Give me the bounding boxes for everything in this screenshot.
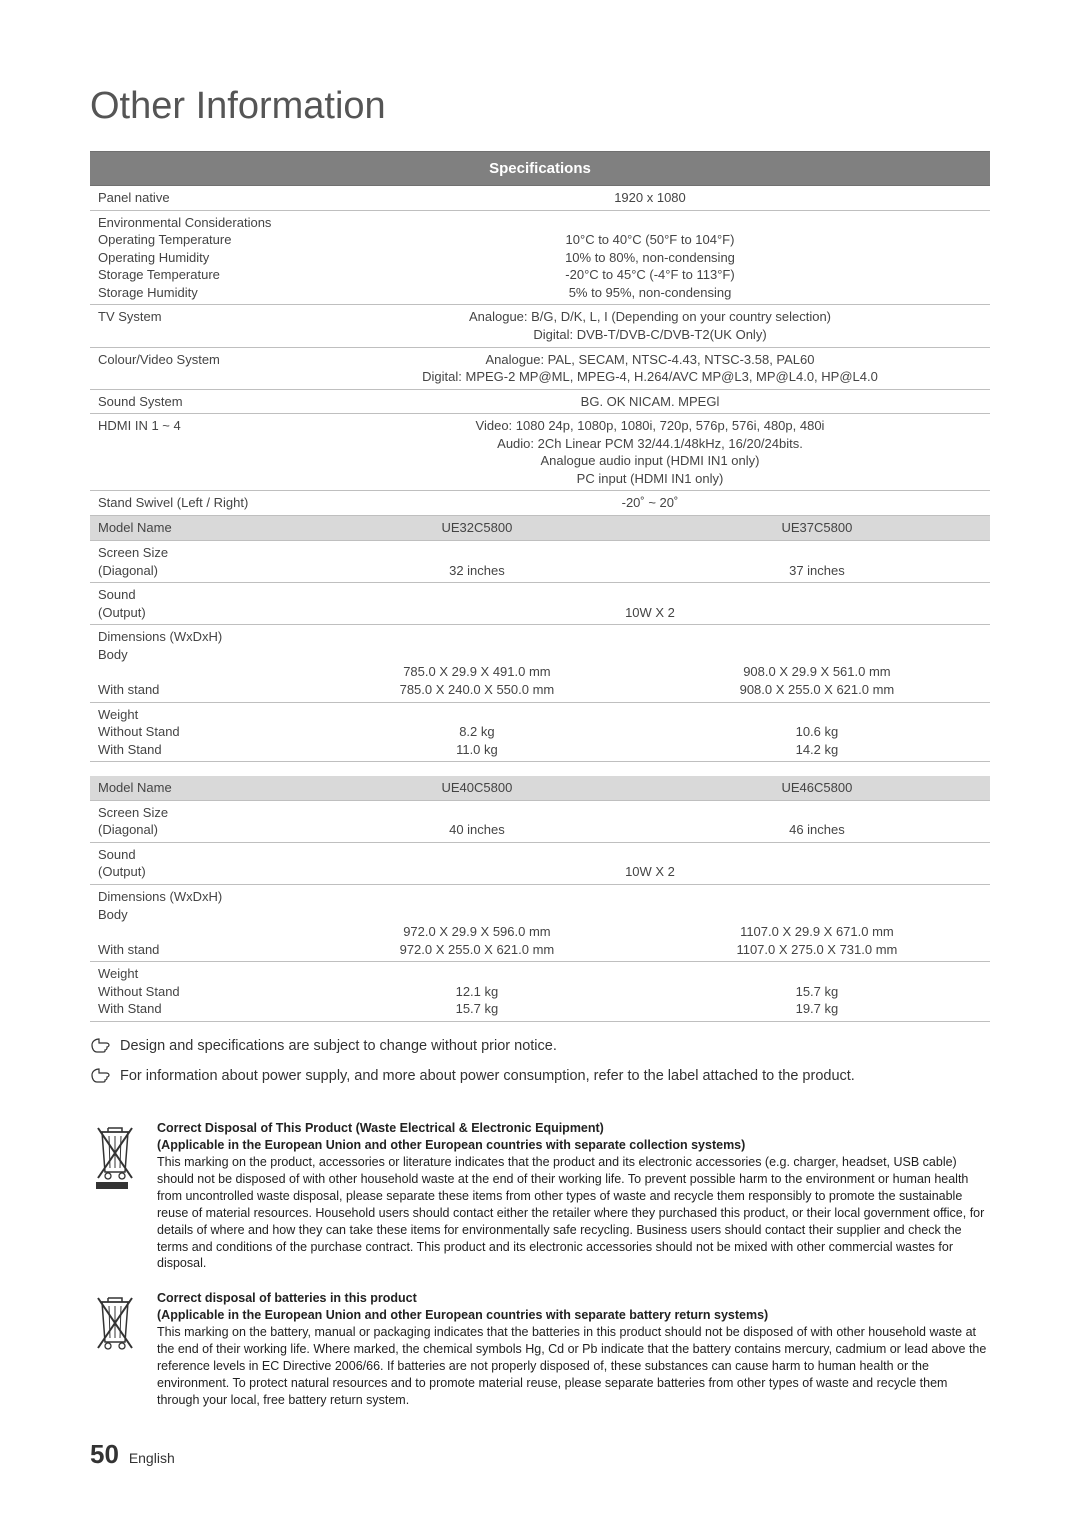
spec-label: TV System [90, 305, 310, 347]
spec-value: Video: 1080 24p, 1080p, 1080i, 720p, 576… [310, 414, 990, 491]
spec-label: Screen Size(Diagonal) [90, 541, 310, 583]
spec-value: 10°C to 40°C (50°F to 104°F)10% to 80%, … [310, 210, 990, 305]
note-text: Design and specifications are subject to… [120, 1036, 557, 1056]
spec-value-a: 12.1 kg15.7 kg [310, 962, 644, 1022]
spec-value: 10W X 2 [310, 842, 990, 884]
spec-value: BG. OK NICAM. MPEGl [310, 389, 990, 414]
disposal-subtitle: (Applicable in the European Union and ot… [157, 1137, 990, 1154]
disposal-title: Correct disposal of batteries in this pr… [157, 1290, 990, 1307]
spec-label: Environmental ConsiderationsOperating Te… [90, 210, 310, 305]
note-icon [90, 1036, 112, 1054]
model-name-label: Model Name [90, 515, 310, 540]
spec-label: WeightWithout StandWith Stand [90, 702, 310, 762]
spec-label: Dimensions (WxDxH)Body With stand [90, 885, 310, 962]
spec-label: Screen Size(Diagonal) [90, 800, 310, 842]
spec-label: WeightWithout StandWith Stand [90, 962, 310, 1022]
spec-value-b: 10.6 kg14.2 kg [644, 702, 990, 762]
model-name-label: Model Name [90, 776, 310, 801]
note-text: For information about power supply, and … [120, 1066, 855, 1086]
spec-value-b: 908.0 X 29.9 X 561.0 mm908.0 X 255.0 X 6… [644, 625, 990, 702]
spec-value-b: 1107.0 X 29.9 X 671.0 mm1107.0 X 275.0 X… [644, 885, 990, 962]
page-language: English [129, 1450, 175, 1466]
disposal-body: This marking on the product, accessories… [157, 1154, 990, 1272]
model-name-b: UE46C5800 [644, 776, 990, 801]
spec-value-a: 785.0 X 29.9 X 491.0 mm785.0 X 240.0 X 5… [310, 625, 644, 702]
page-number: 50 [90, 1439, 119, 1469]
spec-label: Sound(Output) [90, 842, 310, 884]
model-name-a: UE32C5800 [310, 515, 644, 540]
disposal-body: This marking on the battery, manual or p… [157, 1324, 990, 1408]
spec-label: Dimensions (WxDxH)Body With stand [90, 625, 310, 702]
spec-value: 10W X 2 [310, 583, 990, 625]
spec-value-a: 972.0 X 29.9 X 596.0 mm972.0 X 255.0 X 6… [310, 885, 644, 962]
page-footer: 50 English [90, 1436, 990, 1472]
model-name-b: UE37C5800 [644, 515, 990, 540]
wheelie-bin-icon [90, 1124, 140, 1194]
page-heading: Other Information [90, 80, 990, 133]
spec-value-b: 37 inches [644, 541, 990, 583]
spec-label: Sound(Output) [90, 583, 310, 625]
disposal-title: Correct Disposal of This Product (Waste … [157, 1120, 990, 1137]
wheelie-bin-icon [90, 1294, 140, 1364]
spec-value-b: 15.7 kg19.7 kg [644, 962, 990, 1022]
note-icon [90, 1066, 112, 1084]
disposal-subtitle: (Applicable in the European Union and ot… [157, 1307, 990, 1324]
spec-value: Analogue: PAL, SECAM, NTSC-4.43, NTSC-3.… [310, 347, 990, 389]
spec-value-a: 32 inches [310, 541, 644, 583]
specifications-table: Panel native 1920 x 1080Environmental Co… [90, 186, 990, 1022]
model-name-a: UE40C5800 [310, 776, 644, 801]
disposal-section: Correct Disposal of This Product (Waste … [90, 1120, 990, 1408]
spec-value-b: 46 inches [644, 800, 990, 842]
spec-label: Colour/Video System [90, 347, 310, 389]
spec-value: -20˚ ~ 20˚ [310, 491, 990, 516]
specifications-banner: Specifications [90, 151, 990, 186]
notes-section: Design and specifications are subject to… [90, 1036, 990, 1091]
spec-label: HDMI IN 1 ~ 4 [90, 414, 310, 491]
spec-value: Analogue: B/G, D/K, L, I (Depending on y… [310, 305, 990, 347]
spec-value: 1920 x 1080 [310, 186, 990, 210]
spec-label: Stand Swivel (Left / Right) [90, 491, 310, 516]
spec-value-a: 8.2 kg11.0 kg [310, 702, 644, 762]
spec-label: Panel native [90, 186, 310, 210]
spec-value-a: 40 inches [310, 800, 644, 842]
spec-label: Sound System [90, 389, 310, 414]
